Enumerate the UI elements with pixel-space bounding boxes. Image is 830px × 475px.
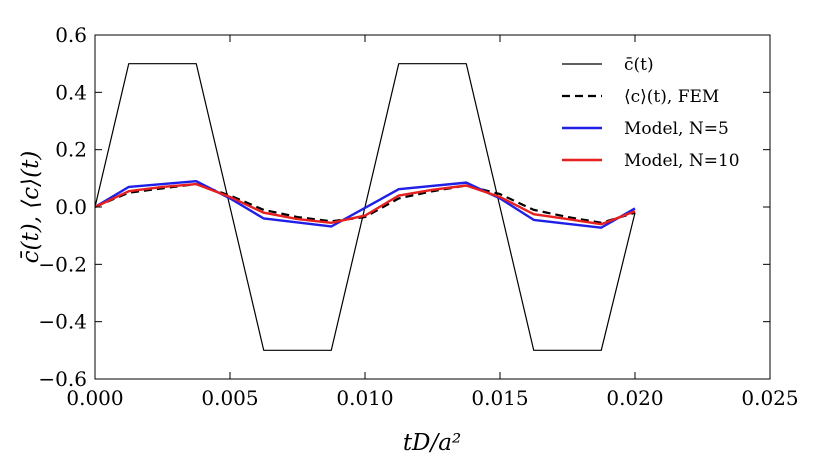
- y-tick-label: 0.2: [55, 138, 87, 162]
- x-tick-label: 0.005: [201, 386, 258, 410]
- y-tick-label: −0.6: [38, 367, 87, 391]
- legend: c̄(t) ⟨c⟩(t), FEM Model, N=5 Model, N=10: [562, 55, 740, 171]
- y-tick-label: 0.4: [55, 80, 87, 104]
- x-tick-label: 0.010: [336, 386, 393, 410]
- legend-label-2: ⟨c⟩(t), FEM: [624, 87, 719, 107]
- y-tick-label: −0.4: [38, 310, 87, 334]
- series-line-3: [94, 179, 636, 229]
- legend-label-3: Model, N=5: [624, 119, 729, 139]
- y-axis-label: c̄(t), ⟨c⟩(t): [18, 151, 44, 264]
- y-tick-label: −0.2: [38, 252, 87, 276]
- x-axis-label: tD/a²: [403, 430, 461, 456]
- x-tick-label: 0.015: [471, 386, 528, 410]
- series-layer: [94, 63, 636, 351]
- legend-label-4: Model, N=10: [624, 151, 740, 171]
- y-tick-label: 0.0: [55, 195, 87, 219]
- x-tick-label: 0.020: [606, 386, 663, 410]
- x-tick-label: 0.025: [741, 386, 798, 410]
- legend-label-1: c̄(t): [624, 55, 654, 75]
- series-line-4: [94, 182, 636, 226]
- ticks-layer: 0.000 0.005 0.010 0.015 0.020 0.025 −0.6 −0.4 −0…: [38, 23, 798, 410]
- x-tick-label: 0.000: [66, 386, 123, 410]
- y-tick-label: 0.6: [55, 23, 87, 47]
